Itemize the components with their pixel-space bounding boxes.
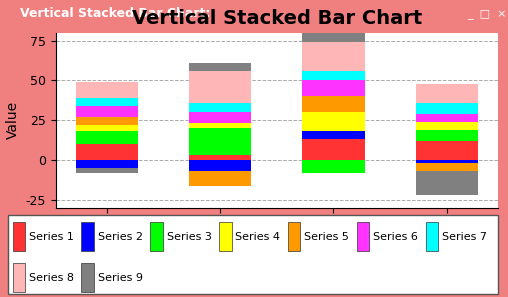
Bar xyxy=(189,63,251,71)
Bar xyxy=(189,71,251,103)
Bar xyxy=(302,139,365,160)
Text: Series 1: Series 1 xyxy=(29,232,74,242)
Bar xyxy=(302,71,365,80)
FancyBboxPatch shape xyxy=(357,222,369,251)
FancyBboxPatch shape xyxy=(13,222,25,251)
Bar xyxy=(416,84,478,103)
Text: Series 8: Series 8 xyxy=(29,273,74,282)
Bar xyxy=(76,125,138,132)
Bar xyxy=(302,97,365,112)
Bar xyxy=(416,103,478,114)
Text: Series 3: Series 3 xyxy=(167,232,211,242)
Text: Series 4: Series 4 xyxy=(236,232,280,242)
FancyBboxPatch shape xyxy=(288,222,300,251)
Bar xyxy=(76,82,138,98)
Bar xyxy=(76,160,138,168)
Bar xyxy=(302,80,365,97)
Bar xyxy=(416,160,478,163)
Bar xyxy=(76,98,138,106)
FancyBboxPatch shape xyxy=(150,222,163,251)
FancyBboxPatch shape xyxy=(13,263,25,292)
Bar xyxy=(189,124,251,128)
Bar xyxy=(76,168,138,173)
Text: Series 9: Series 9 xyxy=(98,273,143,282)
FancyBboxPatch shape xyxy=(81,222,94,251)
Bar xyxy=(302,160,365,173)
Bar xyxy=(189,112,251,124)
Bar xyxy=(416,130,478,141)
Bar xyxy=(416,141,478,160)
Y-axis label: Value: Value xyxy=(6,101,20,139)
Text: Vertical Stacked Bar Chart:: Vertical Stacked Bar Chart: xyxy=(20,7,211,20)
Bar xyxy=(416,122,478,130)
Bar xyxy=(302,23,365,42)
FancyBboxPatch shape xyxy=(426,222,438,251)
Bar xyxy=(416,171,478,195)
FancyBboxPatch shape xyxy=(8,216,498,294)
Text: Series 6: Series 6 xyxy=(373,232,418,242)
X-axis label: Categories: Categories xyxy=(239,236,314,250)
Bar xyxy=(76,144,138,160)
Bar xyxy=(189,171,251,186)
Text: _  □  ×: _ □ × xyxy=(467,9,507,19)
Bar xyxy=(189,103,251,112)
Bar xyxy=(76,117,138,125)
FancyBboxPatch shape xyxy=(81,263,94,292)
Bar xyxy=(302,42,365,71)
Text: Series 2: Series 2 xyxy=(98,232,143,242)
Bar xyxy=(189,160,251,171)
Bar xyxy=(416,114,478,122)
Text: Series 7: Series 7 xyxy=(442,232,487,242)
Bar xyxy=(302,132,365,139)
Text: Series 5: Series 5 xyxy=(304,232,349,242)
FancyBboxPatch shape xyxy=(219,222,232,251)
Bar xyxy=(189,155,251,160)
Bar xyxy=(76,106,138,117)
Bar xyxy=(76,132,138,144)
Bar xyxy=(189,128,251,155)
Bar xyxy=(416,163,478,171)
Bar xyxy=(302,112,365,132)
Title: Vertical Stacked Bar Chart: Vertical Stacked Bar Chart xyxy=(132,9,422,28)
